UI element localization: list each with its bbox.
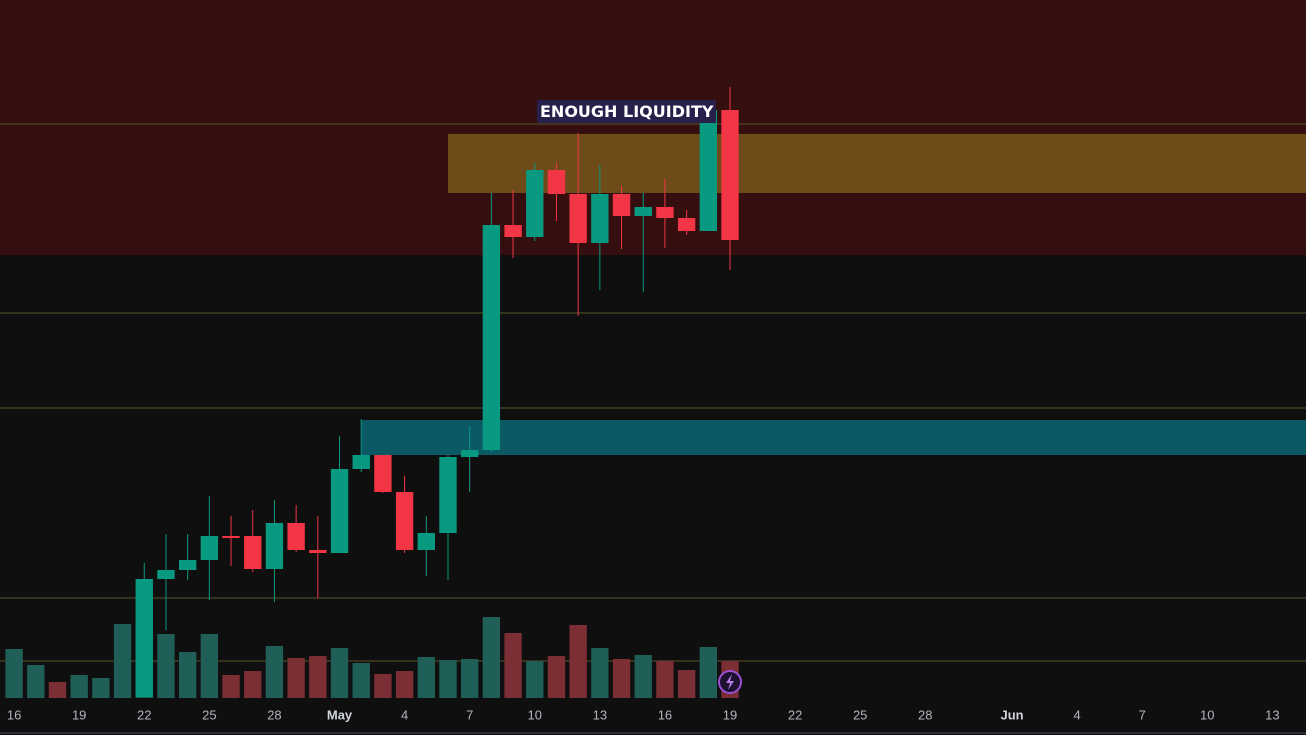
volume-bar xyxy=(439,660,457,698)
event-icon-bolt xyxy=(726,674,735,690)
volume-bar xyxy=(677,670,696,698)
candle-body xyxy=(504,225,522,237)
candle-body xyxy=(634,207,652,216)
volume-bar xyxy=(591,648,609,698)
x-tick-label: 10 xyxy=(528,707,542,722)
volume-bar xyxy=(612,659,631,698)
candle-body xyxy=(591,194,609,243)
volume-bar xyxy=(395,671,414,698)
zone xyxy=(361,420,1306,455)
volume-bar xyxy=(309,656,327,698)
x-tick-label: 4 xyxy=(401,707,408,722)
candle-body xyxy=(330,469,349,553)
volume-bar xyxy=(374,674,392,698)
volume-bar xyxy=(352,663,370,698)
x-tick-label: 7 xyxy=(1139,707,1146,722)
x-tick-label: 19 xyxy=(72,707,86,722)
candle-body xyxy=(677,218,696,231)
x-tick-label: 25 xyxy=(202,707,216,722)
volume-bar xyxy=(547,656,566,698)
candle-body xyxy=(157,570,175,579)
volume-bar xyxy=(48,682,67,698)
candle-body xyxy=(244,536,262,569)
volume-bar xyxy=(482,617,501,698)
candle-body xyxy=(265,523,284,569)
candle-body xyxy=(526,170,544,237)
candle-body xyxy=(200,536,219,560)
x-tick-label: 25 xyxy=(853,707,867,722)
x-tick-label: 7 xyxy=(466,707,473,722)
volume-bar xyxy=(70,675,88,698)
volume-bar xyxy=(417,657,435,698)
volume-bar xyxy=(157,634,175,698)
x-tick-label: 16 xyxy=(7,707,21,722)
candle-body xyxy=(612,194,631,216)
x-tick-label: 22 xyxy=(137,707,151,722)
volume-bar xyxy=(569,625,587,698)
x-tick-label: 19 xyxy=(723,707,737,722)
volume-bar xyxy=(244,671,262,698)
volume-bar xyxy=(526,661,544,698)
volume-bar xyxy=(5,649,23,698)
candle-body xyxy=(309,550,327,553)
volume-bar xyxy=(222,675,240,698)
x-tick-label: 22 xyxy=(788,707,802,722)
candle-body xyxy=(699,110,717,231)
candle-body xyxy=(461,450,479,457)
candle-body xyxy=(352,455,370,469)
x-tick-label: 13 xyxy=(1265,707,1279,722)
volume-bar xyxy=(178,652,197,698)
zone xyxy=(447,134,1306,193)
volume-bar xyxy=(504,633,522,698)
candle-body xyxy=(721,110,739,240)
annotation: ENOUGH LIQUIDITY xyxy=(537,100,717,123)
candle-body xyxy=(287,523,305,550)
volume-bar xyxy=(656,661,674,698)
candle-body xyxy=(135,579,153,697)
candle-body xyxy=(656,207,674,218)
x-tick-label: May xyxy=(327,707,353,722)
x-tick-label: 28 xyxy=(918,707,932,722)
volume-bar xyxy=(461,659,479,698)
candle-body xyxy=(222,536,240,538)
zone xyxy=(0,0,1306,255)
candle-body xyxy=(482,225,501,450)
x-tick-label: 4 xyxy=(1074,707,1081,722)
x-tick-label: 13 xyxy=(593,707,607,722)
volume-bar xyxy=(265,646,284,698)
x-tick-label: 10 xyxy=(1200,707,1214,722)
volume-bar xyxy=(634,655,652,698)
x-tick-label: Jun xyxy=(1000,707,1023,722)
candle-body xyxy=(417,533,435,550)
volume-bar xyxy=(27,665,45,698)
volume-bar xyxy=(330,648,349,698)
volume-bar xyxy=(699,647,717,698)
volume-bar xyxy=(113,624,132,698)
x-tick-label: 28 xyxy=(267,707,281,722)
candle-body xyxy=(547,170,566,194)
candle-body xyxy=(178,560,197,570)
candle-body xyxy=(395,492,414,550)
candle-body xyxy=(374,455,392,492)
candle-body xyxy=(439,457,457,533)
candle-body xyxy=(569,194,587,243)
x-tick-label: 16 xyxy=(658,707,672,722)
volume-bar xyxy=(287,658,305,698)
volume-bar xyxy=(92,678,110,698)
volume-bar xyxy=(200,634,219,698)
